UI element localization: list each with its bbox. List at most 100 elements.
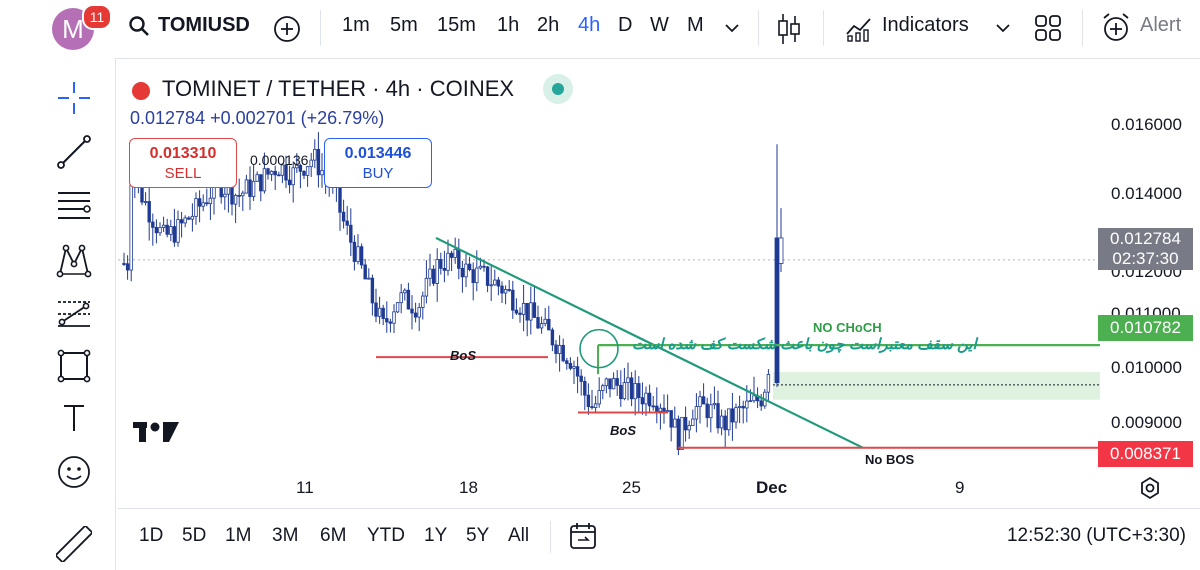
timezone-clock[interactable]: 12:52:30 (UTC+3:30) — [1006, 525, 1186, 546]
candle-body — [172, 226, 177, 243]
interval-1m[interactable]: 1m — [342, 14, 370, 36]
no-choch-label: NO CHoCH — [810, 320, 885, 335]
prediction-tool[interactable] — [54, 294, 94, 334]
trendline-tool[interactable] — [54, 132, 94, 172]
trendline-icon — [57, 135, 91, 169]
interval-d[interactable]: D — [618, 14, 633, 36]
goto-date-icon[interactable] — [568, 521, 598, 551]
interval-m[interactable]: M — [687, 14, 704, 36]
alarm-clock-icon[interactable] — [1100, 12, 1132, 44]
drawing-toolbar — [0, 58, 116, 570]
candle-body — [349, 224, 353, 243]
last-price-label: 0.012784 02:37:30 — [1098, 228, 1193, 270]
candle-body — [341, 211, 346, 222]
candle-body — [277, 174, 281, 177]
range-1d[interactable]: 1D — [139, 525, 164, 546]
divider — [758, 10, 759, 46]
measure-tool[interactable] — [54, 524, 94, 564]
interval-4h[interactable]: 4h — [578, 14, 601, 36]
candle-body — [367, 277, 371, 280]
candle-body — [597, 390, 601, 405]
range-1y[interactable]: 1Y — [424, 525, 448, 546]
sell-price: 0.013310 — [149, 145, 217, 162]
candle-body — [183, 217, 187, 224]
no-bos-label: No BOS — [862, 452, 918, 467]
sell-button[interactable]: 0.013310 SELL — [129, 138, 237, 188]
smiley-icon — [58, 456, 90, 488]
choch-price-label: 0.010782 — [1098, 315, 1193, 341]
candle-body — [269, 170, 274, 175]
buy-button[interactable]: 0.013446 BUY — [324, 138, 432, 188]
candle-body — [778, 237, 784, 264]
chevron-down-icon[interactable] — [995, 22, 1011, 34]
candle-body — [716, 403, 720, 429]
last-price: 0.012784 — [1110, 229, 1181, 248]
candle-body — [122, 263, 126, 265]
range-3m[interactable]: 3M — [272, 525, 299, 546]
time-axis[interactable]: 11 18 25 Dec 9 — [118, 474, 1100, 500]
sell-label: SELL — [164, 165, 202, 182]
indicators-icon[interactable] — [845, 14, 873, 42]
candle-body — [395, 302, 400, 313]
candle-body — [561, 344, 565, 362]
candle-body — [730, 408, 735, 423]
bos-label-1: BoS — [450, 348, 476, 363]
interval-2h[interactable]: 2h — [537, 14, 560, 36]
crosshair-tool[interactable] — [54, 78, 94, 118]
candle-body — [223, 193, 227, 198]
symbol-name: TOMIUSD — [158, 14, 250, 36]
candle-body — [305, 166, 310, 176]
candle-body — [680, 416, 684, 450]
candle-body — [457, 248, 461, 269]
candle-body — [187, 217, 191, 220]
candle-body — [637, 383, 641, 399]
text-icon — [64, 405, 84, 431]
divider — [320, 10, 321, 46]
divider — [823, 10, 824, 46]
candle-body — [633, 383, 637, 400]
candle-body — [338, 185, 342, 213]
search-icon — [129, 15, 149, 36]
symbol-search[interactable]: TOMIUSD — [128, 14, 250, 37]
candle-body — [622, 382, 627, 400]
rectangle-tool[interactable] — [54, 346, 94, 386]
emoji-tool[interactable] — [54, 452, 94, 492]
interval-15m[interactable]: 15m — [437, 14, 476, 36]
range-5y[interactable]: 5Y — [466, 525, 490, 546]
indicators-button[interactable]: Indicators — [882, 14, 969, 36]
market-status-icon[interactable] — [543, 74, 573, 104]
rectangle-icon — [57, 349, 91, 383]
range-ytd[interactable]: YTD — [367, 525, 405, 546]
candle-body — [658, 407, 663, 412]
range-6m[interactable]: 6M — [320, 525, 347, 546]
candle-body — [176, 219, 180, 243]
candle-body — [453, 248, 457, 258]
range-5d[interactable]: 5D — [182, 525, 207, 546]
candle-body — [165, 224, 169, 235]
fib-tool[interactable] — [54, 186, 94, 226]
alert-button[interactable]: Alert — [1140, 14, 1182, 36]
range-1m[interactable]: 1M — [225, 525, 252, 546]
interval-w[interactable]: W — [650, 14, 669, 36]
add-symbol-icon[interactable] — [272, 14, 302, 44]
interval-1h[interactable]: 1h — [497, 14, 520, 36]
candle-body — [385, 318, 389, 323]
candle-body — [439, 259, 443, 269]
candle-body — [503, 289, 508, 294]
text-tool[interactable] — [54, 398, 94, 438]
chart-pane[interactable] — [118, 60, 1100, 472]
price-tick: 0.014000 — [1111, 184, 1182, 203]
price-scale[interactable]: 0.016000 0.014000 0.012000 0.011000 0.01… — [1100, 60, 1200, 472]
candle-body — [518, 312, 522, 315]
candle-body — [237, 194, 241, 197]
pattern-tool[interactable] — [54, 240, 94, 280]
candle-body — [287, 179, 292, 186]
chevron-down-icon[interactable] — [724, 22, 740, 34]
coin-logo-icon — [132, 82, 150, 100]
layout-grid-icon[interactable] — [1034, 14, 1062, 42]
candle-body — [190, 215, 195, 220]
range-all[interactable]: All — [508, 525, 530, 546]
candles-icon[interactable] — [776, 12, 802, 46]
interval-5m[interactable]: 5m — [390, 14, 418, 36]
settings-icon[interactable] — [1138, 476, 1162, 500]
